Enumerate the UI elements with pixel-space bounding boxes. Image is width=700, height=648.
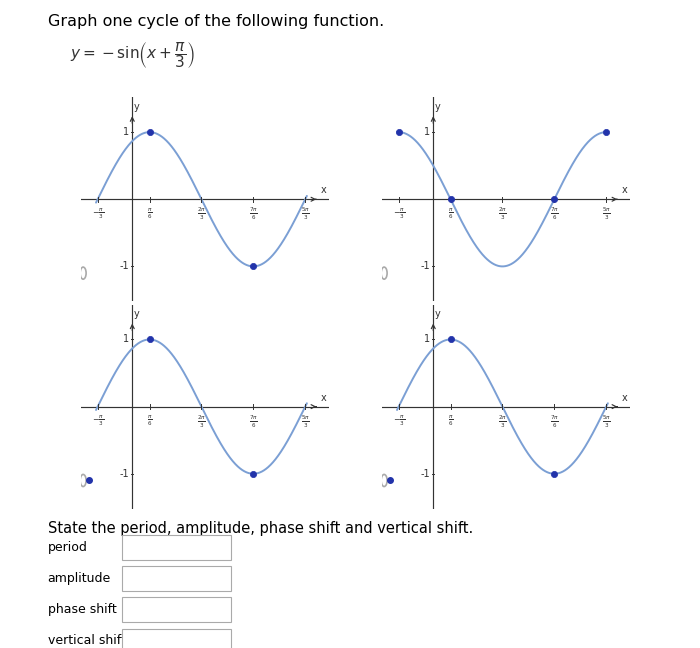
- Text: $-\frac{\pi}{3}$: $-\frac{\pi}{3}$: [92, 206, 104, 221]
- Text: -1: -1: [120, 261, 130, 272]
- Text: $\frac{7\pi}{6}$: $\frac{7\pi}{6}$: [550, 413, 559, 430]
- Text: $\frac{2\pi}{3}$: $\frac{2\pi}{3}$: [498, 206, 507, 222]
- Text: $-\frac{\pi}{3}$: $-\frac{\pi}{3}$: [393, 413, 405, 428]
- Text: 1: 1: [123, 127, 130, 137]
- Text: $\frac{2\pi}{3}$: $\frac{2\pi}{3}$: [197, 206, 206, 222]
- Text: $\frac{7\pi}{6}$: $\frac{7\pi}{6}$: [248, 413, 258, 430]
- Text: vertical shift: vertical shift: [48, 634, 125, 647]
- Text: -1: -1: [421, 261, 430, 272]
- Text: Graph one cycle of the following function.: Graph one cycle of the following functio…: [48, 14, 384, 29]
- Text: y: y: [134, 309, 139, 319]
- Text: $\frac{7\pi}{6}$: $\frac{7\pi}{6}$: [550, 206, 559, 222]
- Text: y: y: [435, 102, 440, 112]
- Text: y: y: [134, 102, 139, 112]
- Text: y: y: [435, 309, 440, 319]
- Text: $\frac{\pi}{6}$: $\frac{\pi}{6}$: [147, 413, 153, 428]
- Text: $\frac{5\pi}{3}$: $\frac{5\pi}{3}$: [301, 206, 309, 222]
- Text: -1: -1: [120, 469, 130, 479]
- Text: $-\frac{\pi}{3}$: $-\frac{\pi}{3}$: [92, 413, 104, 428]
- Text: phase shift: phase shift: [48, 603, 116, 616]
- Text: $\frac{2\pi}{3}$: $\frac{2\pi}{3}$: [197, 413, 206, 430]
- Text: x: x: [622, 185, 627, 195]
- Text: $\frac{2\pi}{3}$: $\frac{2\pi}{3}$: [498, 413, 507, 430]
- Text: 1: 1: [123, 334, 130, 345]
- Text: amplitude: amplitude: [48, 572, 111, 585]
- Text: $-\frac{\pi}{3}$: $-\frac{\pi}{3}$: [393, 206, 405, 221]
- Text: 1: 1: [424, 334, 430, 345]
- Text: $\frac{\pi}{6}$: $\frac{\pi}{6}$: [147, 206, 153, 221]
- Text: x: x: [321, 185, 326, 195]
- Text: $\frac{5\pi}{3}$: $\frac{5\pi}{3}$: [602, 206, 610, 222]
- Text: State the period, amplitude, phase shift and vertical shift.: State the period, amplitude, phase shift…: [48, 521, 473, 536]
- Text: $\frac{5\pi}{3}$: $\frac{5\pi}{3}$: [301, 413, 309, 430]
- Text: x: x: [622, 393, 627, 402]
- Text: $\frac{7\pi}{6}$: $\frac{7\pi}{6}$: [248, 206, 258, 222]
- Text: -1: -1: [421, 469, 430, 479]
- Text: $\frac{5\pi}{3}$: $\frac{5\pi}{3}$: [602, 413, 610, 430]
- Text: period: period: [48, 541, 88, 554]
- Text: x: x: [321, 393, 326, 402]
- Text: $\frac{\pi}{6}$: $\frac{\pi}{6}$: [448, 413, 454, 428]
- Text: $\frac{\pi}{6}$: $\frac{\pi}{6}$: [448, 206, 454, 221]
- Text: $y = -\sin\!\left(x + \dfrac{\pi}{3}\right)$: $y = -\sin\!\left(x + \dfrac{\pi}{3}\rig…: [70, 40, 195, 70]
- Text: 1: 1: [424, 127, 430, 137]
